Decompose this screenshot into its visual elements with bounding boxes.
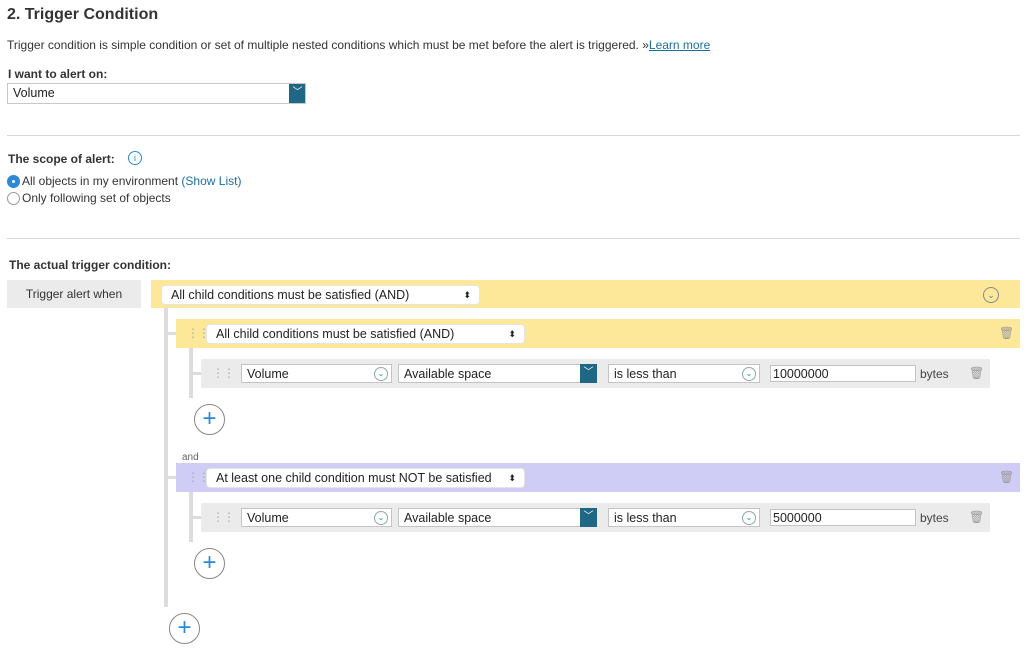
radio-following-objects-label: Only following set of objects bbox=[22, 191, 171, 205]
unit-label: bytes bbox=[920, 367, 949, 381]
chevron-down-icon: ⌄ bbox=[742, 511, 756, 525]
info-icon[interactable]: i bbox=[128, 151, 142, 165]
chevron-down-icon: ⌄ bbox=[742, 367, 756, 381]
add-condition-button[interactable]: + bbox=[194, 548, 225, 579]
chevron-down-icon: ﹀ bbox=[580, 364, 597, 383]
show-list-link[interactable]: (Show List) bbox=[181, 174, 242, 188]
joiner-label: and bbox=[182, 452, 199, 463]
drag-handle-icon[interactable]: ⋮⋮ bbox=[212, 367, 235, 379]
drag-handle-icon[interactable]: ⋮⋮ bbox=[187, 471, 210, 483]
comparator-select[interactable]: is less than ⌄ bbox=[608, 508, 760, 527]
drag-handle-icon[interactable]: ⋮⋮ bbox=[212, 511, 235, 523]
scope-label: The scope of alert: bbox=[8, 152, 115, 166]
root-operator-select[interactable]: All child conditions must be satisfied (… bbox=[161, 285, 480, 305]
page-title: 2. Trigger Condition bbox=[7, 6, 159, 23]
chevron-down-icon: ﹀ bbox=[289, 84, 305, 103]
trigger-when-label: Trigger alert when bbox=[7, 280, 141, 308]
radio-all-objects-label: All objects in my environment (Show List… bbox=[22, 174, 242, 188]
entity-select[interactable]: Volume ⌄ bbox=[241, 508, 392, 527]
learn-more-link[interactable]: Learn more bbox=[648, 38, 711, 52]
group-operator-select[interactable]: All child conditions must be satisfied (… bbox=[206, 324, 525, 344]
updown-icon: ⬍ bbox=[508, 472, 516, 483]
comparator-select[interactable]: is less than ⌄ bbox=[608, 364, 760, 383]
tree-connector bbox=[189, 372, 201, 375]
chevron-down-icon: ﹀ bbox=[580, 508, 597, 527]
divider bbox=[7, 238, 1020, 239]
tree-connector bbox=[189, 516, 201, 519]
trash-icon[interactable]: 🗑 bbox=[969, 366, 985, 380]
tree-connector bbox=[164, 476, 176, 479]
trash-icon[interactable]: 🗑 bbox=[969, 510, 985, 524]
value-input[interactable]: 10000000 bbox=[770, 365, 916, 382]
entity-select[interactable]: Volume ⌄ bbox=[241, 364, 392, 383]
drag-handle-icon[interactable]: ⋮⋮ bbox=[187, 327, 210, 339]
value-input[interactable]: 5000000 bbox=[770, 509, 916, 526]
alert-on-label: I want to alert on: bbox=[8, 67, 108, 81]
metric-select[interactable]: Available space ﹀ bbox=[398, 508, 597, 527]
add-root-condition-button[interactable]: + bbox=[169, 613, 200, 644]
alert-on-select[interactable]: Volume ﹀ bbox=[7, 83, 306, 104]
description: Trigger condition is simple condition or… bbox=[7, 38, 711, 52]
updown-icon: ⬍ bbox=[508, 328, 516, 339]
divider bbox=[7, 135, 1020, 136]
trash-icon[interactable]: 🗑 bbox=[999, 326, 1015, 340]
trigger-condition-label: The actual trigger condition: bbox=[9, 258, 172, 272]
add-condition-button[interactable]: + bbox=[194, 404, 225, 435]
radio-following-objects[interactable] bbox=[7, 192, 20, 205]
chevron-down-icon: ⌄ bbox=[374, 367, 388, 381]
collapse-chevron-icon[interactable]: ⌄ bbox=[983, 287, 999, 303]
trash-icon[interactable]: 🗑 bbox=[999, 470, 1015, 484]
unit-label: bytes bbox=[920, 511, 949, 525]
metric-select[interactable]: Available space ﹀ bbox=[398, 364, 597, 383]
group-operator-select[interactable]: At least one child condition must NOT be… bbox=[206, 468, 525, 488]
radio-all-objects[interactable] bbox=[7, 175, 20, 188]
tree-line bbox=[164, 308, 168, 607]
chevron-down-icon: ⌄ bbox=[374, 511, 388, 525]
updown-icon: ⬍ bbox=[463, 289, 471, 300]
tree-connector bbox=[164, 332, 176, 335]
